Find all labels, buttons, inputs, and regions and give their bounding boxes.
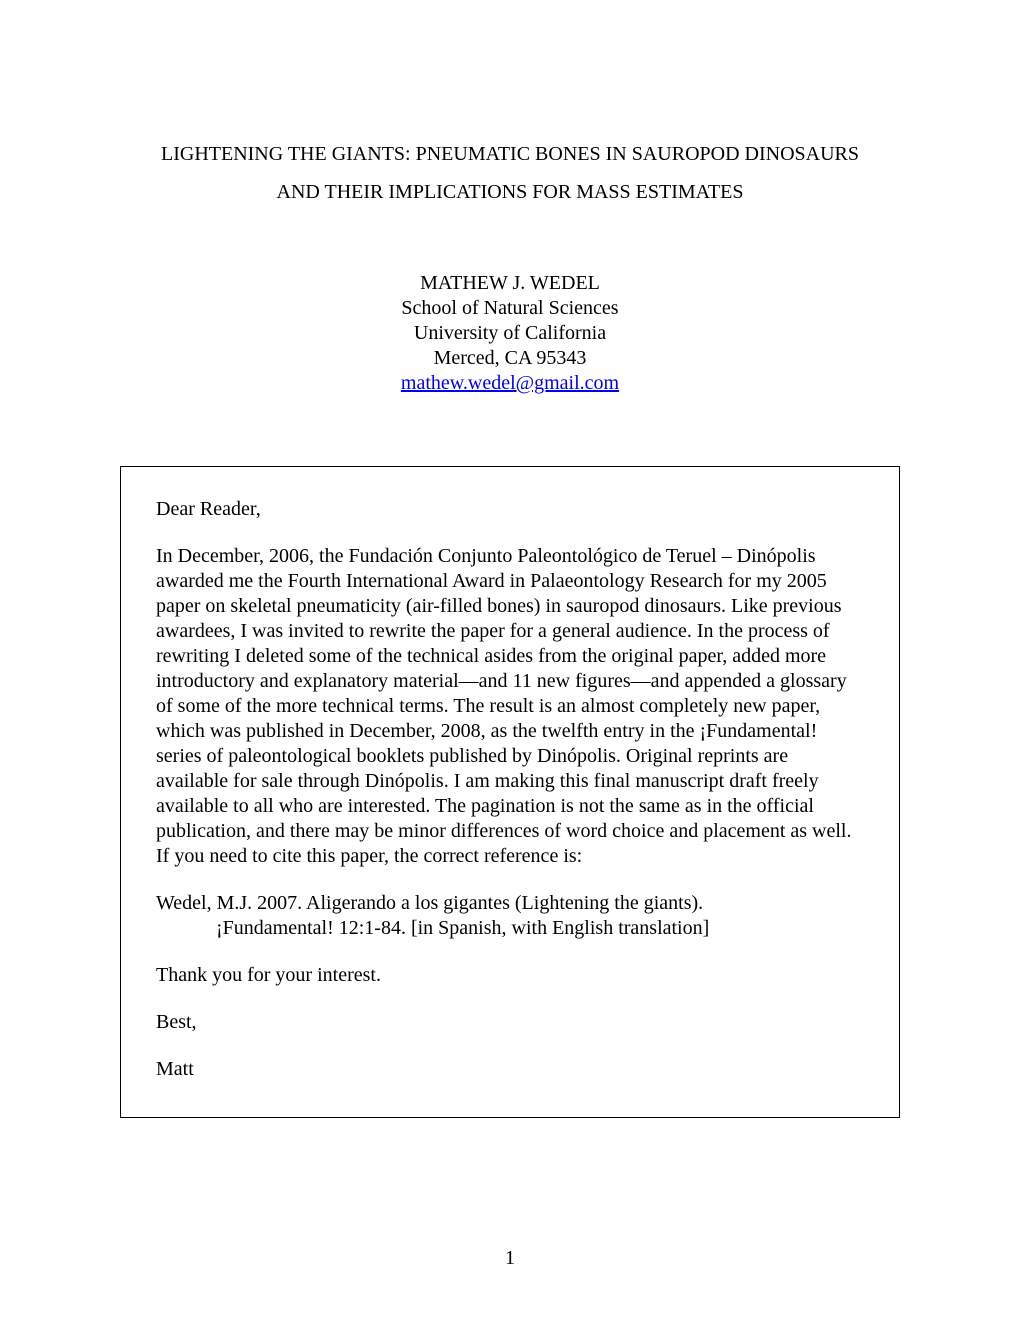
letter-signature: Matt: [156, 1057, 864, 1082]
letter-greeting: Dear Reader,: [156, 497, 864, 522]
title-line-1: LIGHTENING THE GIANTS: PNEUMATIC BONES I…: [120, 135, 900, 173]
paper-title: LIGHTENING THE GIANTS: PNEUMATIC BONES I…: [120, 135, 900, 211]
author-name: MATHEW J. WEDEL: [120, 271, 900, 296]
author-affiliation-2: University of California: [120, 321, 900, 346]
author-affiliation-1: School of Natural Sciences: [120, 296, 900, 321]
citation-line-1: Wedel, M.J. 2007. Aligerando a los gigan…: [156, 892, 703, 914]
letter-box: Dear Reader, In December, 2006, the Fund…: [120, 466, 900, 1118]
letter-citation: Wedel, M.J. 2007. Aligerando a los gigan…: [156, 891, 864, 941]
title-line-2: AND THEIR IMPLICATIONS FOR MASS ESTIMATE…: [120, 173, 900, 211]
author-email-link[interactable]: mathew.wedel@gmail.com: [401, 372, 619, 394]
author-block: MATHEW J. WEDEL School of Natural Scienc…: [120, 271, 900, 396]
citation-line-2: ¡Fundamental! 12:1-84. [in Spanish, with…: [156, 916, 864, 941]
page-number: 1: [0, 1247, 1020, 1270]
letter-closing: Best,: [156, 1010, 864, 1035]
letter-body: In December, 2006, the Fundación Conjunt…: [156, 544, 864, 869]
letter-thanks: Thank you for your interest.: [156, 963, 864, 988]
author-affiliation-3: Merced, CA 95343: [120, 346, 900, 371]
